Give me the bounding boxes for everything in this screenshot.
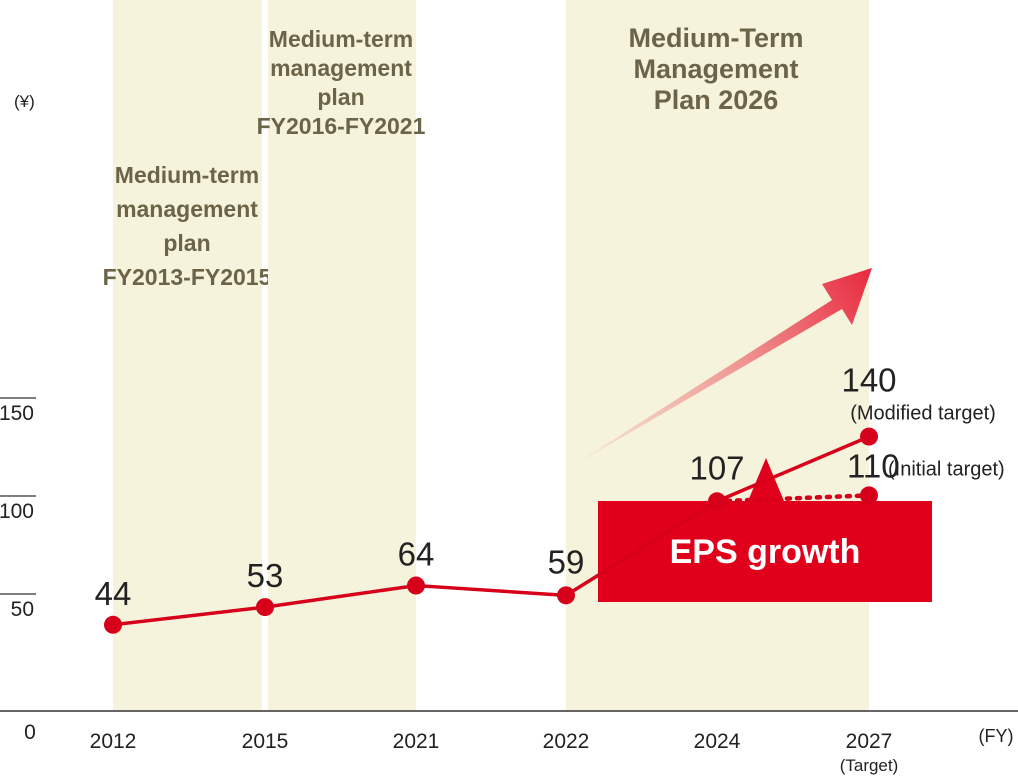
value-note: (Modified target) xyxy=(850,403,996,425)
x-tick-label: 2027 xyxy=(846,730,893,753)
x-tick-label: 2015 xyxy=(242,730,289,753)
x-tick-label: 2021 xyxy=(393,730,440,753)
value-label: 107 xyxy=(689,449,744,486)
value-label: 53 xyxy=(247,557,284,594)
plan-band-label: management xyxy=(116,196,258,222)
plan-band xyxy=(113,0,262,711)
x-tick-sublabel: (Target) xyxy=(840,756,899,775)
x-tick-label: 2024 xyxy=(694,730,741,753)
eps-growth-callout xyxy=(598,458,932,602)
x-unit-label: (FY) xyxy=(979,726,1014,746)
y-tick-label: 50 xyxy=(11,598,34,621)
plan-band-label: Plan 2026 xyxy=(654,85,779,115)
eps-line xyxy=(112,434,870,627)
data-point xyxy=(557,586,575,605)
plan-band-label: Management xyxy=(633,54,798,84)
value-label: 140 xyxy=(841,362,896,399)
growth-arrow xyxy=(566,268,872,470)
y-tick-label: 100 xyxy=(0,500,34,523)
plan-band-label: management xyxy=(270,55,412,81)
data-point xyxy=(860,427,878,446)
plan-band xyxy=(268,0,416,711)
data-point xyxy=(407,576,425,595)
data-point xyxy=(104,615,122,634)
value-label: 44 xyxy=(95,575,132,612)
x-tick-label: 2012 xyxy=(90,730,137,753)
value-label: 64 xyxy=(398,536,435,573)
data-point xyxy=(860,486,878,505)
value-label: 110 xyxy=(847,447,900,484)
y-tick-label: 150 xyxy=(0,402,34,425)
x-tick-label: 2022 xyxy=(543,730,590,753)
value-note: (Initial target) xyxy=(888,458,1005,480)
plan-band-label: Medium-Term xyxy=(628,23,803,53)
y-unit-label: (¥) xyxy=(14,92,35,111)
plan-band-label: FY2016-FY2021 xyxy=(257,113,426,139)
plan-band-label: Medium-term xyxy=(115,162,259,188)
plan-band-label: plan xyxy=(163,230,210,256)
eps-growth-label: EPS growth xyxy=(670,533,861,571)
y-tick-label: 0 xyxy=(24,721,36,744)
plan-band-label: Medium-term xyxy=(269,26,413,52)
data-point xyxy=(256,598,274,617)
value-label: 59 xyxy=(548,543,585,580)
plan-band-label: plan xyxy=(317,84,364,110)
plan-band-label: FY2013-FY2015 xyxy=(103,264,272,290)
